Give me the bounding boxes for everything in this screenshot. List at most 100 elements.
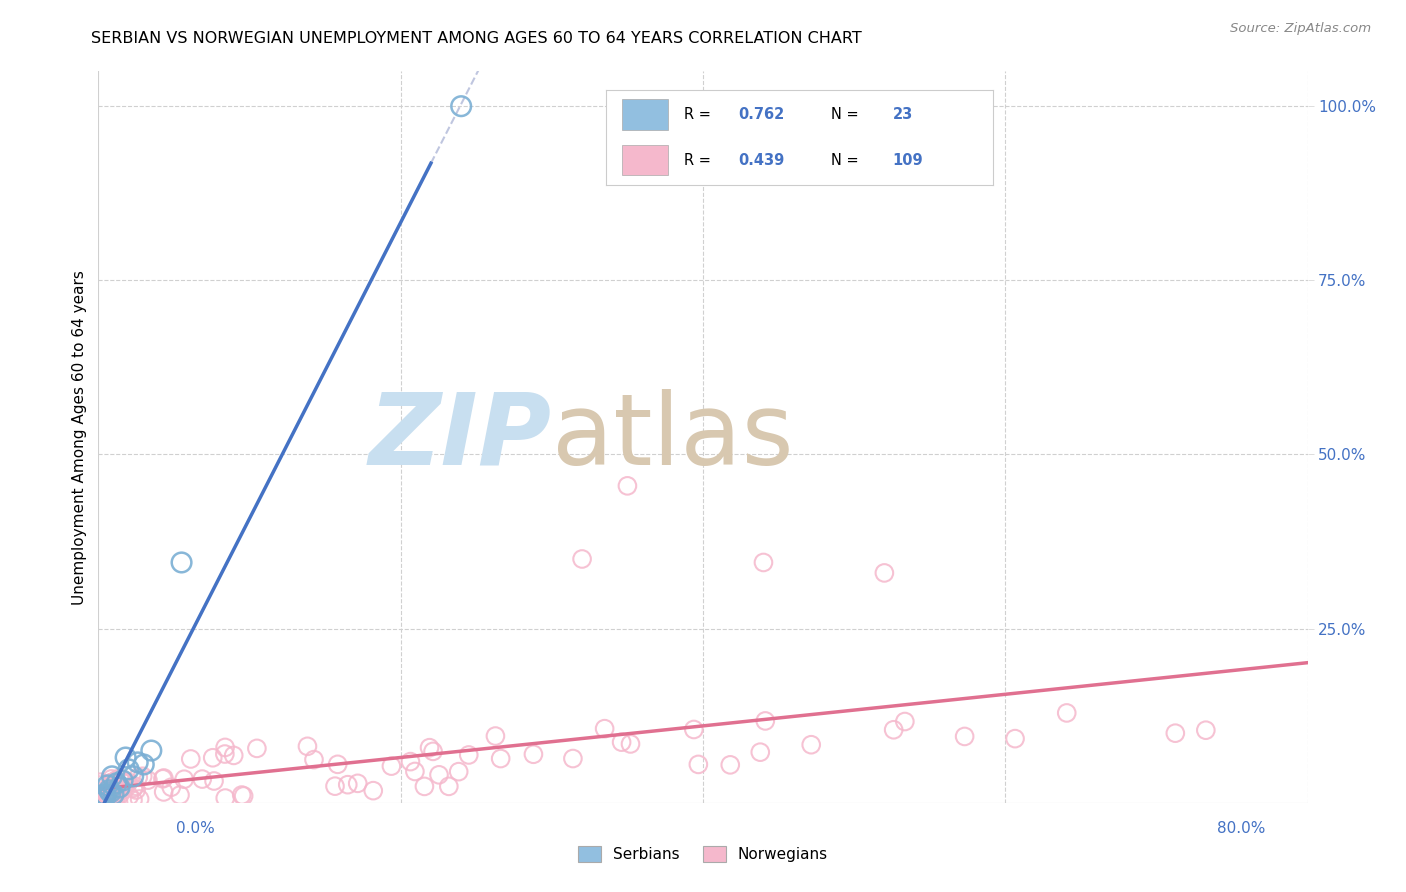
Point [170, 556, 193, 570]
Point [108, 780, 131, 795]
Point [160, 780, 183, 795]
Point [450, 99, 472, 113]
Point [87, 778, 110, 792]
Point [682, 723, 704, 737]
Point [124, 779, 146, 793]
Point [173, 772, 195, 787]
Point [91, 790, 114, 805]
Point [100, 772, 122, 786]
Point [104, 788, 127, 802]
Point [447, 764, 470, 779]
Point [457, 747, 479, 762]
Point [100, 785, 122, 799]
Point [98, 783, 121, 797]
Point [94, 793, 117, 807]
Point [522, 747, 544, 762]
Point [136, 773, 159, 788]
Point [118, 763, 141, 777]
Point [754, 714, 776, 728]
Point [96, 778, 118, 792]
Point [97, 784, 120, 798]
Point [437, 780, 460, 794]
Point [108, 788, 131, 802]
Point [297, 739, 319, 754]
Point [404, 764, 426, 779]
Point [105, 784, 128, 798]
Point [89, 796, 111, 810]
Point [117, 775, 139, 789]
Point [103, 788, 125, 802]
Point [94, 788, 117, 802]
Point [413, 780, 436, 794]
Point [484, 729, 506, 743]
Point [214, 747, 236, 761]
Point [132, 757, 155, 772]
Point [87, 790, 110, 805]
Point [114, 750, 136, 764]
Point [800, 738, 823, 752]
Point [953, 730, 976, 744]
Point [93, 786, 115, 800]
Point [104, 784, 127, 798]
Point [427, 768, 450, 782]
Point [97, 796, 120, 810]
Point [127, 770, 149, 784]
Point [749, 745, 772, 759]
Point [110, 772, 132, 787]
Point [141, 743, 163, 757]
Point [214, 791, 236, 805]
Point [152, 772, 174, 786]
Point [191, 772, 214, 786]
Point [214, 740, 236, 755]
Point [883, 723, 905, 737]
Text: ZIP: ZIP [368, 389, 551, 485]
Point [93, 783, 115, 797]
Point [104, 775, 127, 789]
Point [222, 748, 245, 763]
Point [302, 753, 325, 767]
Point [688, 757, 710, 772]
Point [98, 776, 121, 790]
Y-axis label: Unemployment Among Ages 60 to 64 years: Unemployment Among Ages 60 to 64 years [72, 269, 87, 605]
Point [89, 792, 111, 806]
Point [91, 792, 114, 806]
Point [1164, 726, 1187, 740]
Point [619, 737, 641, 751]
Point [873, 566, 896, 580]
Point [122, 793, 145, 807]
Text: 80.0%: 80.0% [1218, 821, 1265, 836]
Text: 0.0%: 0.0% [176, 821, 215, 836]
Point [103, 778, 125, 792]
Point [169, 788, 191, 802]
Point [105, 776, 128, 790]
Point [118, 789, 141, 803]
Text: atlas: atlas [551, 389, 793, 485]
Point [128, 792, 150, 806]
Point [93, 788, 115, 802]
Point [105, 773, 128, 788]
Point [105, 778, 128, 792]
Point [201, 750, 224, 764]
Point [90, 789, 112, 803]
Point [718, 757, 741, 772]
Point [127, 756, 149, 770]
Point [104, 779, 127, 793]
Point [103, 777, 125, 791]
Point [96, 789, 118, 804]
Point [107, 785, 129, 799]
Point [610, 735, 633, 749]
Point [336, 778, 359, 792]
Point [152, 785, 174, 799]
Point [112, 783, 135, 797]
Point [105, 780, 128, 795]
Point [1004, 731, 1026, 746]
Point [100, 792, 122, 806]
Point [380, 759, 402, 773]
Point [1195, 723, 1218, 738]
Point [399, 755, 422, 769]
Point [103, 775, 125, 789]
Point [101, 769, 124, 783]
Point [94, 789, 117, 803]
Point [418, 740, 440, 755]
Point [87, 796, 110, 810]
